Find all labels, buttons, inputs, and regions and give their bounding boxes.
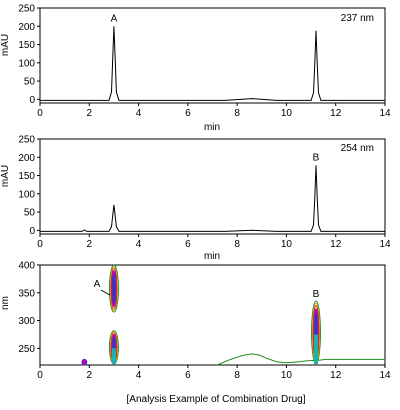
peak-label-b: B bbox=[313, 152, 320, 163]
x-tick-label: 12 bbox=[330, 108, 342, 119]
peak-label-a: A bbox=[94, 279, 101, 290]
x-tick-label: 6 bbox=[185, 108, 191, 119]
x-tick-label: 2 bbox=[87, 239, 93, 250]
x-ticks: 0 2 4 6 8 10 12 14 bbox=[37, 103, 391, 119]
x-tick-label: 2 bbox=[87, 108, 93, 119]
contour-peak-a-upper-level-2 bbox=[110, 267, 118, 310]
x-ticks: 0 2 4 6 8 10 12 14 bbox=[37, 234, 391, 250]
chromatogram-254-trace bbox=[40, 165, 385, 232]
contour-peak-a-upper-level-1 bbox=[109, 265, 118, 312]
y-tick-label: 150 bbox=[18, 40, 35, 51]
x-axis-label: min bbox=[204, 251, 220, 262]
x-tick-label: 4 bbox=[136, 239, 142, 250]
wavelength-label: 254 nm bbox=[341, 143, 374, 154]
y-tick-label: 250 bbox=[18, 4, 35, 15]
y-tick-label: 200 bbox=[18, 22, 35, 33]
x-tick-label: 8 bbox=[234, 239, 240, 250]
wavelength-label: 237 nm bbox=[341, 13, 374, 24]
x-tick-label: 12 bbox=[330, 239, 342, 250]
plot-frame bbox=[39, 138, 386, 235]
y-axis-label: mAU bbox=[0, 34, 11, 56]
y-axis-label: nm bbox=[0, 296, 11, 310]
y-tick-label: 200 bbox=[18, 153, 35, 164]
peak-label-b: B bbox=[313, 289, 320, 300]
y-ticks: 0 50 100 150 200 250 bbox=[18, 135, 40, 237]
baseline-contour bbox=[217, 353, 385, 366]
x-tick-label: 0 bbox=[37, 370, 43, 381]
y-tick-label: 150 bbox=[18, 171, 35, 182]
chromatogram-237-trace bbox=[40, 26, 385, 101]
y-tick-label: 400 bbox=[18, 261, 35, 272]
x-tick-label: 14 bbox=[379, 108, 391, 119]
y-tick-label: 250 bbox=[18, 135, 35, 146]
contour-peak-a-lower-level-0 bbox=[108, 330, 119, 365]
peak-labels: A bbox=[111, 13, 118, 24]
y-tick-label: 250 bbox=[18, 344, 35, 355]
y-axis-label: mAU bbox=[0, 165, 11, 187]
x-tick-label: 2 bbox=[87, 370, 93, 381]
x-tick-label: 4 bbox=[136, 370, 142, 381]
y-ticks: 0 50 100 150 200 250 bbox=[18, 4, 40, 106]
contour-peak-a-base bbox=[111, 348, 116, 364]
plot-frame bbox=[39, 264, 386, 366]
x-tick-label: 6 bbox=[185, 239, 191, 250]
y-tick-label: 100 bbox=[18, 189, 35, 200]
peak-a-leader-line bbox=[100, 289, 111, 296]
x-tick-label: 8 bbox=[234, 108, 240, 119]
y-ticks: 250 300 350 400 bbox=[18, 261, 40, 355]
x-axis-label: min bbox=[204, 122, 220, 133]
x-tick-label: 10 bbox=[281, 239, 293, 250]
x-tick-label: 0 bbox=[37, 239, 43, 250]
plot-frame bbox=[39, 7, 386, 104]
chromatogram-237-panel: mAU min 237 nm 0 50 100 150 200 250 0 2 4 6 8 10 12… bbox=[0, 4, 391, 134]
x-tick-label: 10 bbox=[281, 108, 293, 119]
contour-peak-a-upper bbox=[108, 264, 119, 313]
y-tick-label: 0 bbox=[29, 95, 35, 106]
x-tick-label: 0 bbox=[37, 108, 43, 119]
y-tick-label: 50 bbox=[24, 208, 36, 219]
x-tick-label: 10 bbox=[281, 370, 293, 381]
chromatogram-254-panel: mAU min 254 nm 0 50 100 150 200 250 0 2 4 6 8 10 12… bbox=[0, 135, 391, 263]
y-tick-label: 50 bbox=[24, 77, 36, 88]
figure-caption: [Analysis Example of Combination Drug] bbox=[127, 394, 306, 405]
peak-label-a: A bbox=[111, 13, 118, 24]
x-tick-label: 4 bbox=[136, 108, 142, 119]
y-tick-label: 0 bbox=[29, 226, 35, 237]
contour-peak-b-base bbox=[314, 334, 318, 364]
contour-peak-a-upper-level-4 bbox=[112, 273, 116, 304]
x-tick-label: 6 bbox=[185, 370, 191, 381]
x-tick-label: 8 bbox=[234, 370, 240, 381]
contour-peak-a-upper-level-0 bbox=[108, 264, 119, 313]
x-tick-label: 14 bbox=[379, 370, 391, 381]
y-tick-label: 350 bbox=[18, 288, 35, 299]
y-tick-label: 300 bbox=[18, 316, 35, 327]
y-tick-label: 100 bbox=[18, 58, 35, 69]
x-ticks: 0 2 4 6 8 10 12 14 bbox=[37, 365, 391, 381]
x-tick-label: 12 bbox=[330, 370, 342, 381]
contours bbox=[81, 264, 385, 366]
x-tick-label: 14 bbox=[379, 239, 391, 250]
contour-minor-peak bbox=[81, 358, 88, 366]
peak-labels: AB bbox=[94, 279, 320, 300]
peak-labels: B bbox=[313, 152, 320, 163]
